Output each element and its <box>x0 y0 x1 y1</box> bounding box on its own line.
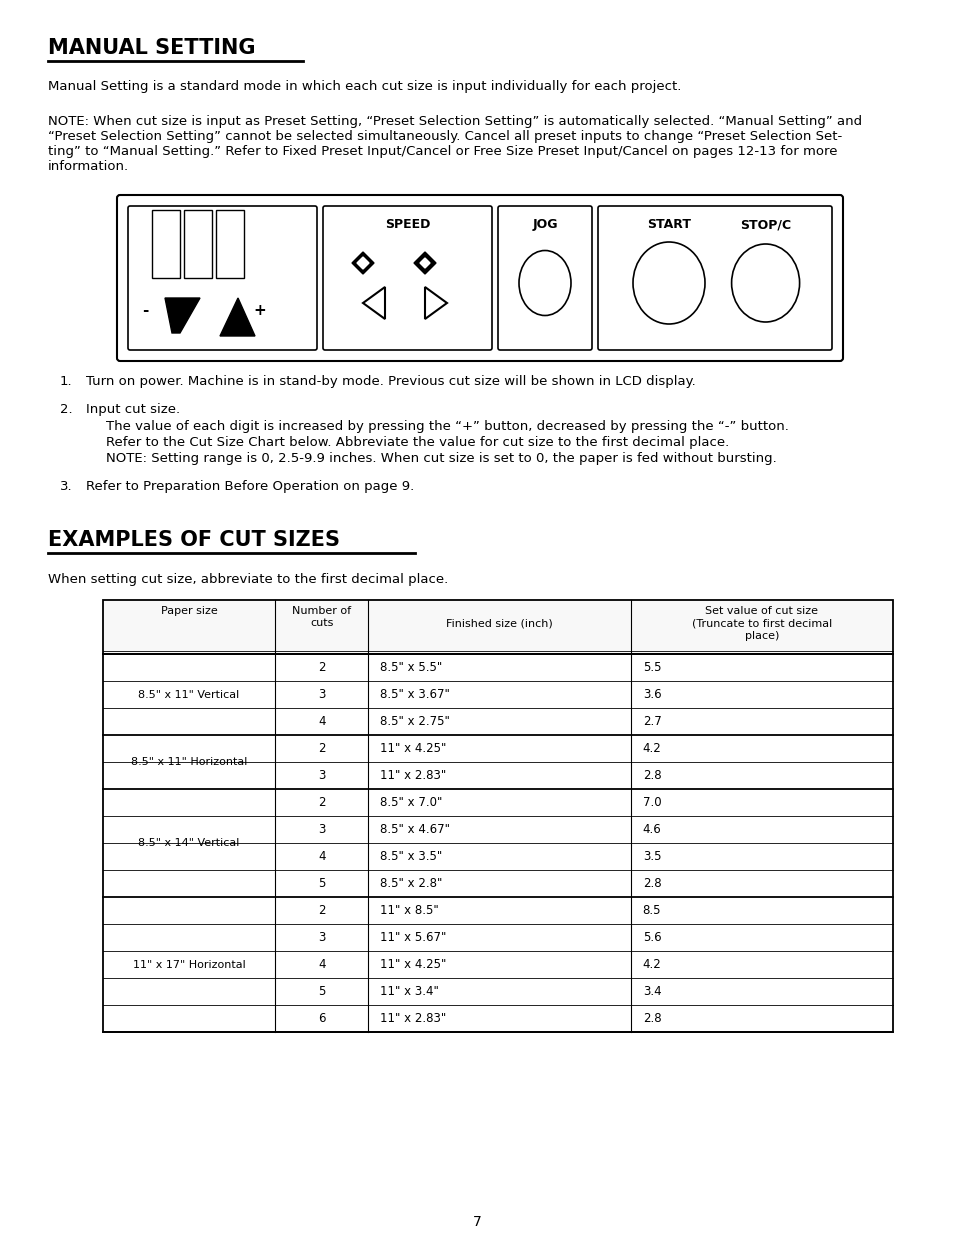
Polygon shape <box>165 298 200 333</box>
Text: 4.2: 4.2 <box>642 958 660 971</box>
Text: 11" x 2.83": 11" x 2.83" <box>380 1011 446 1025</box>
Text: Finished size (inch): Finished size (inch) <box>446 618 553 629</box>
Text: 8.5" x 7.0": 8.5" x 7.0" <box>380 797 442 809</box>
Polygon shape <box>356 257 369 269</box>
Text: 11" x 5.67": 11" x 5.67" <box>380 931 446 944</box>
Text: STOP/C: STOP/C <box>740 219 790 231</box>
Text: 11" x 3.4": 11" x 3.4" <box>380 986 438 998</box>
FancyBboxPatch shape <box>323 206 492 350</box>
FancyBboxPatch shape <box>117 195 842 361</box>
Text: 8.5" x 11" Vertical: 8.5" x 11" Vertical <box>138 689 239 699</box>
Text: MANUAL SETTING: MANUAL SETTING <box>48 38 255 58</box>
Text: 2.: 2. <box>60 403 72 416</box>
Text: NOTE: Setting range is 0, 2.5-9.9 inches. When cut size is set to 0, the paper i: NOTE: Setting range is 0, 2.5-9.9 inches… <box>106 452 776 466</box>
Text: 2.7: 2.7 <box>642 715 660 727</box>
Text: 2.8: 2.8 <box>642 769 660 782</box>
Ellipse shape <box>633 242 704 324</box>
Bar <box>215 210 244 278</box>
Text: When setting cut size, abbreviate to the first decimal place.: When setting cut size, abbreviate to the… <box>48 573 448 585</box>
Text: EXAMPLES OF CUT SIZES: EXAMPLES OF CUT SIZES <box>48 530 339 550</box>
Text: START: START <box>646 219 690 231</box>
Text: 11" x 8.5": 11" x 8.5" <box>380 904 438 918</box>
Text: 2: 2 <box>317 742 325 755</box>
Polygon shape <box>424 287 447 319</box>
Bar <box>103 600 892 655</box>
Text: 3: 3 <box>317 931 325 944</box>
Text: 5.5: 5.5 <box>642 661 660 674</box>
Text: JOG: JOG <box>532 219 558 231</box>
Text: 2: 2 <box>317 661 325 674</box>
Text: 8.5" x 2.75": 8.5" x 2.75" <box>380 715 450 727</box>
Text: Refer to the Cut Size Chart below. Abbreviate the value for cut size to the firs: Refer to the Cut Size Chart below. Abbre… <box>106 436 728 450</box>
Text: 2: 2 <box>317 797 325 809</box>
Polygon shape <box>220 298 254 336</box>
Text: Refer to Preparation Before Operation on page 9.: Refer to Preparation Before Operation on… <box>86 480 414 493</box>
Text: 8.5" x 5.5": 8.5" x 5.5" <box>380 661 442 674</box>
Text: 3.5: 3.5 <box>642 850 660 863</box>
Text: 11" x 17" Horizontal: 11" x 17" Horizontal <box>132 960 245 969</box>
Text: 4: 4 <box>317 958 325 971</box>
Polygon shape <box>352 252 374 274</box>
Text: 3: 3 <box>317 688 325 701</box>
Ellipse shape <box>731 245 799 322</box>
Bar <box>184 210 212 278</box>
Text: information.: information. <box>48 161 129 173</box>
Text: 4: 4 <box>317 715 325 727</box>
Text: 5: 5 <box>317 877 325 890</box>
Text: The value of each digit is increased by pressing the “+” button, decreased by pr: The value of each digit is increased by … <box>106 420 788 433</box>
Text: 11" x 2.83": 11" x 2.83" <box>380 769 446 782</box>
Text: 2: 2 <box>317 904 325 918</box>
Text: Input cut size.: Input cut size. <box>86 403 180 416</box>
Text: 4.6: 4.6 <box>642 823 660 836</box>
Text: 3.: 3. <box>60 480 72 493</box>
Polygon shape <box>363 287 385 319</box>
Text: 8.5" x 4.67": 8.5" x 4.67" <box>380 823 450 836</box>
FancyBboxPatch shape <box>598 206 831 350</box>
Ellipse shape <box>518 251 571 315</box>
Text: 3.4: 3.4 <box>642 986 660 998</box>
Text: “Preset Selection Setting” cannot be selected simultaneously. Cancel all preset : “Preset Selection Setting” cannot be sel… <box>48 130 841 143</box>
Text: Manual Setting is a standard mode in which each cut size is input individually f: Manual Setting is a standard mode in whi… <box>48 80 680 93</box>
Text: 6: 6 <box>317 1011 325 1025</box>
Text: 8.5" x 11" Horizontal: 8.5" x 11" Horizontal <box>131 757 247 767</box>
Polygon shape <box>414 252 436 274</box>
Bar <box>103 600 892 1032</box>
Text: 11" x 4.25": 11" x 4.25" <box>380 742 446 755</box>
Text: Number of
cuts: Number of cuts <box>292 606 351 629</box>
Text: 8.5" x 3.5": 8.5" x 3.5" <box>380 850 442 863</box>
Text: 3: 3 <box>317 823 325 836</box>
Text: 1.: 1. <box>60 375 72 388</box>
Text: 8.5" x 2.8": 8.5" x 2.8" <box>380 877 442 890</box>
Text: 8.5: 8.5 <box>642 904 660 918</box>
Text: Set value of cut size
(Truncate to first decimal
place): Set value of cut size (Truncate to first… <box>691 606 831 641</box>
FancyBboxPatch shape <box>497 206 592 350</box>
Text: 11" x 4.25": 11" x 4.25" <box>380 958 446 971</box>
Text: 4.2: 4.2 <box>642 742 660 755</box>
Text: 2.8: 2.8 <box>642 877 660 890</box>
Text: 7.0: 7.0 <box>642 797 660 809</box>
Text: 3.6: 3.6 <box>642 688 660 701</box>
FancyBboxPatch shape <box>128 206 316 350</box>
Text: ting” to “Manual Setting.” Refer to Fixed Preset Input/Cancel or Free Size Prese: ting” to “Manual Setting.” Refer to Fixe… <box>48 144 837 158</box>
Text: -: - <box>142 303 148 317</box>
Text: 5: 5 <box>317 986 325 998</box>
Text: NOTE: When cut size is input as Preset Setting, “Preset Selection Setting” is au: NOTE: When cut size is input as Preset S… <box>48 115 862 128</box>
Text: 2.8: 2.8 <box>642 1011 660 1025</box>
Bar <box>152 210 180 278</box>
Text: SPEED: SPEED <box>384 219 430 231</box>
Polygon shape <box>419 258 430 268</box>
Text: 8.5" x 3.67": 8.5" x 3.67" <box>380 688 450 701</box>
Text: 4: 4 <box>317 850 325 863</box>
Text: 5.6: 5.6 <box>642 931 660 944</box>
Text: Turn on power. Machine is in stand-by mode. Previous cut size will be shown in L: Turn on power. Machine is in stand-by mo… <box>86 375 695 388</box>
Text: Paper size: Paper size <box>160 606 217 616</box>
Text: 8.5" x 14" Vertical: 8.5" x 14" Vertical <box>138 839 239 848</box>
Text: +: + <box>253 303 266 317</box>
Text: 3: 3 <box>317 769 325 782</box>
Text: 7: 7 <box>472 1215 481 1229</box>
